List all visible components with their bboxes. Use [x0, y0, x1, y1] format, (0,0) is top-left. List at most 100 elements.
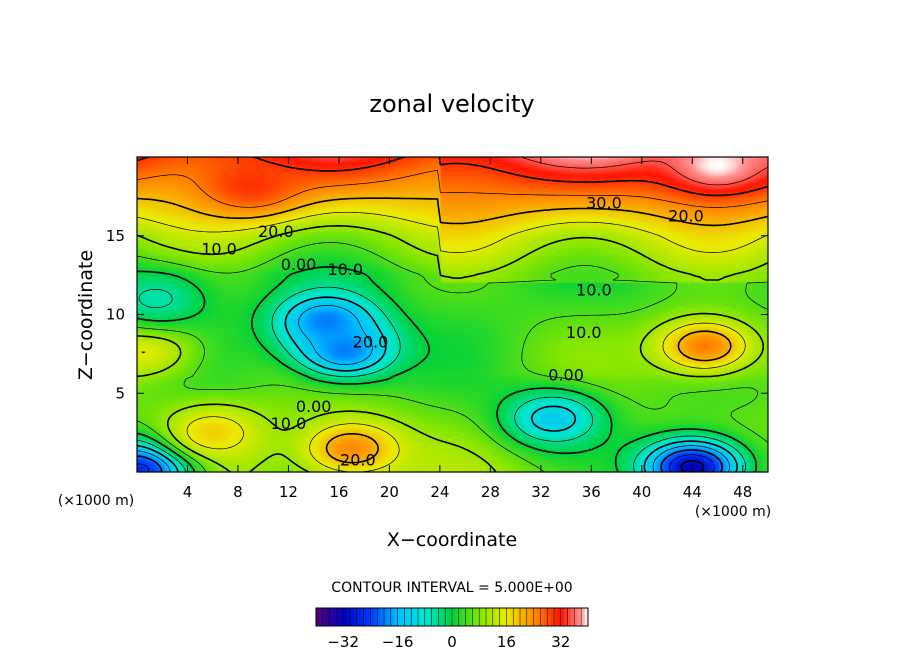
colorbar-cell — [455, 608, 460, 626]
y-tick-label: 5 — [115, 384, 125, 402]
colorbar-cell — [404, 608, 409, 626]
colorbar — [315, 607, 589, 627]
colorbar-cell — [537, 608, 541, 626]
colorbar-cell — [492, 608, 497, 626]
colorbar-cell — [571, 608, 575, 626]
colorbar-cell — [431, 608, 436, 626]
colorbar-cell — [407, 608, 412, 626]
colorbar-cell — [384, 608, 388, 626]
x-tick-label: 32 — [531, 483, 550, 501]
colorbar-cell — [322, 608, 327, 626]
x-tick-label: 36 — [582, 483, 601, 501]
contour-line — [137, 266, 758, 472]
contour-label: 10.0 — [327, 260, 363, 279]
colorbar-cell — [533, 608, 538, 626]
colorbar-cell — [339, 608, 344, 626]
colorbar-cell — [445, 608, 449, 626]
contour-line — [137, 449, 723, 472]
contour-line — [137, 305, 730, 472]
y-tick-label: 10 — [106, 306, 125, 324]
colorbar-cell — [543, 608, 548, 626]
colorbar-cell — [319, 608, 324, 626]
colorbar-cell — [373, 608, 378, 626]
colorbar-cell — [577, 608, 582, 626]
plot-area: 30.020.020.010.00.00 10.020.010.010.00.00… — [137, 157, 768, 472]
colorbar-cell — [390, 608, 395, 626]
colorbar-cell — [547, 608, 551, 626]
colorbar-cell — [356, 608, 361, 626]
colorbar-cell — [452, 608, 456, 626]
y-tick-label: 15 — [106, 227, 125, 245]
x-tick-label: 20 — [380, 483, 399, 501]
x-tick-label: 40 — [632, 483, 651, 501]
colorbar-cell — [333, 608, 337, 626]
colorbar-cell — [350, 608, 354, 626]
colorbar-cell — [523, 608, 528, 626]
colorbar-cell — [516, 608, 521, 626]
colorbar-cell — [526, 608, 531, 626]
colorbar-cell — [380, 608, 385, 626]
contour-label: 10.0 — [201, 239, 237, 258]
colorbar-cell — [560, 608, 565, 626]
colorbar-cell — [441, 608, 446, 626]
x-tick-label: 8 — [233, 483, 243, 501]
colorbar-cell — [353, 608, 358, 626]
colorbar-cell — [482, 608, 487, 626]
y-axis-label: Z−coordinate — [75, 250, 97, 380]
contour-line — [137, 157, 768, 197]
x-tick-label: 12 — [279, 483, 298, 501]
colorbar-cell — [520, 608, 524, 626]
contour-label: 30.0 — [586, 194, 622, 213]
colorbar-cell — [458, 608, 463, 626]
contour-label: 20.0 — [258, 222, 294, 241]
contour-line — [137, 454, 715, 472]
colorbar-cell — [465, 608, 470, 626]
colorbar-cell — [550, 608, 555, 626]
contour-label: 20.0 — [340, 450, 376, 469]
contour-label: 0.00 — [296, 397, 332, 416]
x-unit-label: (×1000 m) — [695, 504, 771, 520]
colorbar-cell — [360, 608, 364, 626]
colorbar-cell — [554, 608, 558, 626]
colorbar-cell — [581, 608, 585, 626]
colorbar-cell — [503, 608, 507, 626]
colorbar-cell — [469, 608, 473, 626]
colorbar-cell — [424, 608, 429, 626]
colorbar-cell — [438, 608, 443, 626]
colorbar-tick-label: −16 — [382, 633, 414, 651]
colorbar-ticks: −32 −16 0 16 32 — [327, 633, 570, 651]
x-axis-ticks: 4 8 12 16 20 24 28 32 36 40 44 48 — [183, 157, 752, 501]
contour-line — [137, 169, 768, 347]
colorbar-cell — [448, 608, 453, 626]
contour-line — [137, 286, 746, 472]
colorbar-cell — [584, 608, 589, 626]
x-tick-label: 28 — [481, 483, 500, 501]
colorbar-tick-label: 32 — [551, 633, 570, 651]
chart-title: zonal velocity — [369, 90, 534, 118]
colorbar-cell — [509, 608, 514, 626]
colorbar-cell — [316, 608, 320, 626]
colorbar-cell — [363, 608, 368, 626]
colorbar-cell — [387, 608, 392, 626]
colorbar-cell — [326, 608, 330, 626]
x-tick-label: 44 — [683, 483, 702, 501]
colorbar-tick-label: −32 — [327, 633, 359, 651]
y-unit-label: (×1000 m) — [58, 493, 134, 509]
colorbar-cell — [411, 608, 415, 626]
contour-line — [137, 242, 768, 472]
y-axis-ticks: 5 10 15 — [106, 227, 768, 402]
colorbar-cell — [394, 608, 398, 626]
colorbar-cell — [329, 608, 334, 626]
colorbar-cell — [479, 608, 483, 626]
velocity-field — [137, 157, 768, 472]
x-tick-label: 4 — [183, 483, 193, 501]
x-tick-label: 48 — [733, 483, 752, 501]
colorbar-cell — [367, 608, 371, 626]
colorbar-cell — [499, 608, 504, 626]
colorbar-cell — [530, 608, 534, 626]
colorbar-cell — [540, 608, 545, 626]
colorbar-cell — [489, 608, 494, 626]
colorbar-cell — [370, 608, 375, 626]
contour-label: 10.0 — [576, 280, 612, 299]
colorbar-cell — [401, 608, 405, 626]
